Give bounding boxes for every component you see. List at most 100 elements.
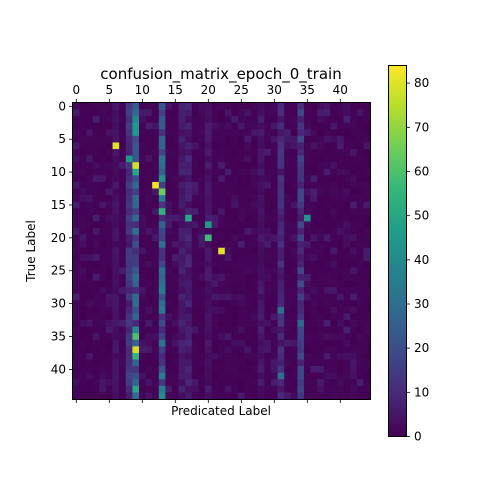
- heatmap-cell: [238, 339, 245, 347]
- heatmap-cell: [191, 227, 199, 235]
- heatmap-cell: [330, 129, 338, 137]
- heatmap-cell: [132, 372, 140, 380]
- heatmap-cell: [145, 287, 153, 295]
- heatmap-cell: [185, 181, 193, 189]
- heatmap-cell: [304, 267, 311, 275]
- heatmap-cell: [191, 116, 199, 124]
- heatmap-cell: [284, 129, 292, 137]
- heatmap-cell: [79, 214, 87, 222]
- heatmap-cell: [178, 306, 186, 314]
- heatmap-cell: [139, 168, 146, 176]
- heatmap-cell: [152, 221, 160, 229]
- heatmap-cell: [218, 135, 226, 143]
- heatmap-cell: [290, 280, 298, 288]
- heatmap-cell: [244, 135, 252, 143]
- heatmap-cell: [92, 293, 100, 301]
- heatmap-cell: [284, 195, 292, 203]
- heatmap-cell: [125, 326, 133, 334]
- heatmap-cell: [224, 339, 232, 347]
- heatmap-cell: [297, 149, 305, 156]
- heatmap-cell: [92, 201, 100, 209]
- heatmap-cell: [330, 214, 338, 222]
- heatmap-cell: [119, 188, 127, 196]
- heatmap-cell: [330, 227, 338, 235]
- heatmap-cell: [356, 372, 364, 380]
- heatmap-cell: [224, 175, 232, 183]
- heatmap-cell: [106, 280, 113, 288]
- heatmap-cell: [158, 208, 166, 216]
- heatmap-cell: [191, 320, 199, 327]
- heatmap-cell: [139, 313, 146, 321]
- heatmap-cell: [139, 333, 146, 341]
- heatmap-cell: [251, 346, 259, 354]
- x-tick-label: 30: [267, 83, 282, 97]
- heatmap-cell: [330, 274, 338, 281]
- heatmap-cell: [211, 234, 219, 242]
- heatmap-cell: [297, 372, 305, 380]
- heatmap-cell: [198, 241, 206, 249]
- heatmap-cell: [317, 195, 325, 203]
- heatmap-cell: [290, 385, 298, 393]
- heatmap-cell: [304, 366, 311, 374]
- heatmap-cell: [244, 366, 252, 374]
- heatmap-cell: [73, 181, 80, 189]
- heatmap-cell: [218, 149, 226, 156]
- heatmap-cell: [145, 175, 153, 183]
- heatmap-cell: [310, 109, 318, 117]
- heatmap-cell: [178, 162, 186, 170]
- heatmap-cell: [86, 320, 94, 327]
- heatmap-cell: [73, 254, 80, 262]
- heatmap-cell: [198, 122, 206, 130]
- heatmap-cell: [323, 168, 331, 176]
- heatmap-cell: [304, 181, 311, 189]
- heatmap-cell: [264, 372, 272, 380]
- heatmap-cell: [86, 274, 94, 281]
- heatmap-cell: [152, 142, 160, 150]
- heatmap-cell: [125, 149, 133, 156]
- heatmap-cell: [350, 346, 358, 354]
- heatmap-cell: [238, 313, 245, 321]
- heatmap-cell: [211, 306, 219, 314]
- heatmap-cell: [264, 181, 272, 189]
- heatmap-cell: [99, 313, 107, 321]
- heatmap-cell: [191, 352, 199, 360]
- heatmap-cell: [205, 300, 212, 308]
- heatmap-cell: [284, 149, 292, 156]
- heatmap-cell: [112, 181, 120, 189]
- heatmap-cell: [231, 379, 239, 387]
- heatmap-cell: [251, 168, 259, 176]
- heatmap-cell: [165, 149, 173, 156]
- heatmap-cell: [112, 293, 120, 301]
- heatmap-cell: [112, 247, 120, 255]
- heatmap-cell: [145, 227, 153, 235]
- heatmap-cell: [92, 379, 100, 387]
- heatmap-cell: [304, 175, 311, 183]
- heatmap-cell: [251, 267, 259, 275]
- heatmap-cell: [323, 326, 331, 334]
- heatmap-cell: [304, 313, 311, 321]
- heatmap-cell: [125, 195, 133, 203]
- heatmap-cell: [198, 109, 206, 117]
- heatmap-cell: [218, 359, 226, 367]
- heatmap-cell: [112, 142, 120, 150]
- heatmap-cell: [132, 313, 140, 321]
- heatmap-cell: [112, 339, 120, 347]
- heatmap-cell: [343, 366, 351, 374]
- heatmap-cell: [92, 366, 100, 374]
- heatmap-cell: [145, 241, 153, 249]
- heatmap-cell: [244, 280, 252, 288]
- heatmap-cell: [330, 267, 338, 275]
- heatmap-cell: [165, 326, 173, 334]
- heatmap-cell: [284, 221, 292, 229]
- heatmap-cell: [290, 333, 298, 341]
- heatmap-cell: [304, 116, 311, 124]
- heatmap-cell: [356, 221, 364, 229]
- heatmap-cell: [238, 333, 245, 341]
- heatmap-cell: [343, 287, 351, 295]
- heatmap-cell: [350, 333, 358, 341]
- heatmap-cell: [290, 300, 298, 308]
- heatmap-cell: [211, 155, 219, 163]
- heatmap-cell: [350, 116, 358, 124]
- heatmap-cell: [185, 168, 193, 176]
- heatmap-cell: [191, 359, 199, 367]
